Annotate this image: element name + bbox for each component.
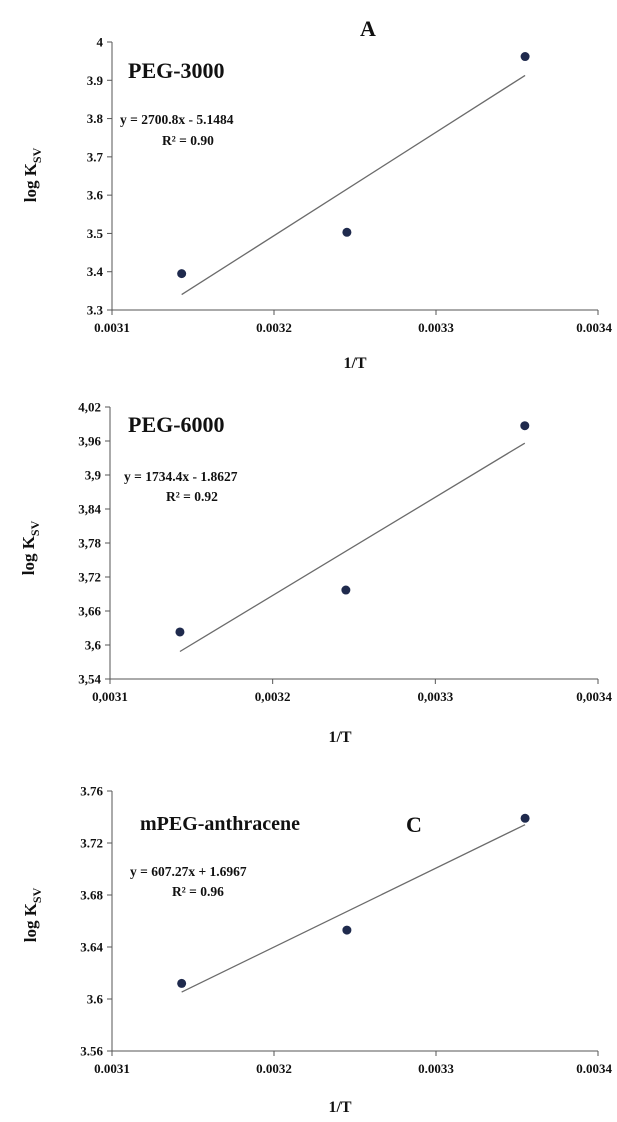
r-squared: R² = 0.92 <box>166 489 218 504</box>
y-tick-label: 3,6 <box>85 638 102 653</box>
plot-area: 3,54 3,6 3,66 3,72 3,78 3,84 3,9 3,96 4,02 0,0031… <box>78 400 612 705</box>
x-tick-label: 0.0034 <box>576 1061 612 1076</box>
panel-b: PEG-6000 y = 1734.4x - 1.8627 R² = 0.92 … <box>19 400 613 747</box>
trend-equation: y = 607.27x + 1.6967 <box>130 864 247 879</box>
y-tick-label: 3.6 <box>87 188 104 203</box>
y-tick-label: 3,84 <box>78 502 101 517</box>
data-point <box>342 925 352 935</box>
data-point <box>175 627 185 637</box>
y-tick-label: 3,72 <box>78 570 101 585</box>
x-axis-label: 1/T <box>343 355 366 372</box>
y-tick-label: 3,96 <box>78 434 101 449</box>
x-axis-label: 1/T <box>328 1099 351 1116</box>
r-squared: R² = 0.96 <box>172 884 224 899</box>
plot-area: 3.56 3.6 3.64 3.68 3.72 3.76 0.0031 0.0032 0.003… <box>80 784 612 1077</box>
trend-equation: y = 2700.8x - 5.1484 <box>120 112 234 127</box>
y-axis-label: log KSV <box>21 887 44 942</box>
x-tick-label: 0.0031 <box>94 320 130 335</box>
x-tick-label: 0.0033 <box>418 320 454 335</box>
plot-area: 3.3 3.4 3.5 3.6 3.7 3.8 3.9 4 0.0031 0.0032 0.0033… <box>87 35 613 336</box>
r-squared: R² = 0.90 <box>162 133 214 148</box>
panel-a: A PEG-3000 y = 2700.8x - 5.1484 R² = 0.9… <box>21 16 613 372</box>
trendline <box>181 824 526 993</box>
trend-equation: y = 1734.4x - 1.8627 <box>124 469 238 484</box>
data-point <box>520 421 530 431</box>
data-point <box>341 585 351 595</box>
series-label: PEG-3000 <box>128 58 225 83</box>
y-tick-label: 4 <box>97 35 104 50</box>
y-tick-label: 3.7 <box>87 149 104 164</box>
y-tick-label: 3.76 <box>80 784 103 799</box>
y-axis-label: log KSV <box>19 520 42 575</box>
y-tick-label: 3.64 <box>80 940 103 955</box>
data-point <box>177 269 187 279</box>
y-tick-label: 3.56 <box>80 1044 103 1059</box>
y-tick-label: 3.8 <box>87 111 104 126</box>
x-tick-label: 0,0031 <box>92 689 128 704</box>
y-tick-label: 3.6 <box>87 992 104 1007</box>
y-tick-label: 3,54 <box>78 672 101 687</box>
data-point <box>520 813 530 823</box>
y-tick-label: 3.4 <box>87 264 104 279</box>
x-tick-label: 0,0034 <box>576 689 612 704</box>
panel-c: C mPEG-anthracene y = 607.27x + 1.6967 R… <box>21 784 613 1117</box>
data-point <box>177 978 187 988</box>
y-tick-label: 3.3 <box>87 303 104 318</box>
data-point <box>520 52 530 62</box>
y-tick-label: 3,66 <box>78 604 101 619</box>
x-axis-label: 1/T <box>328 729 351 746</box>
y-tick-label: 3.5 <box>87 226 104 241</box>
data-point <box>342 227 352 237</box>
y-tick-label: 3.72 <box>80 836 103 851</box>
trendline <box>179 442 526 653</box>
panel-label: C <box>406 812 422 837</box>
x-tick-label: 0.0031 <box>94 1061 130 1076</box>
x-tick-label: 0.0033 <box>418 1061 454 1076</box>
y-tick-label: 3.68 <box>80 888 103 903</box>
y-tick-label: 3,9 <box>85 468 102 483</box>
series-label: PEG-6000 <box>128 412 225 437</box>
x-tick-label: 0,0032 <box>255 689 291 704</box>
y-tick-label: 3,78 <box>78 536 101 551</box>
series-label: mPEG-anthracene <box>140 813 300 835</box>
y-tick-label: 3.9 <box>87 73 104 88</box>
y-axis-label: log KSV <box>21 147 44 202</box>
panel-label: A <box>360 16 376 41</box>
x-tick-label: 0.0034 <box>576 320 612 335</box>
trendline <box>181 74 526 296</box>
y-tick-label: 4,02 <box>78 400 101 415</box>
x-tick-label: 0.0032 <box>256 320 292 335</box>
x-tick-label: 0.0032 <box>256 1061 292 1076</box>
x-tick-label: 0,0033 <box>417 689 453 704</box>
